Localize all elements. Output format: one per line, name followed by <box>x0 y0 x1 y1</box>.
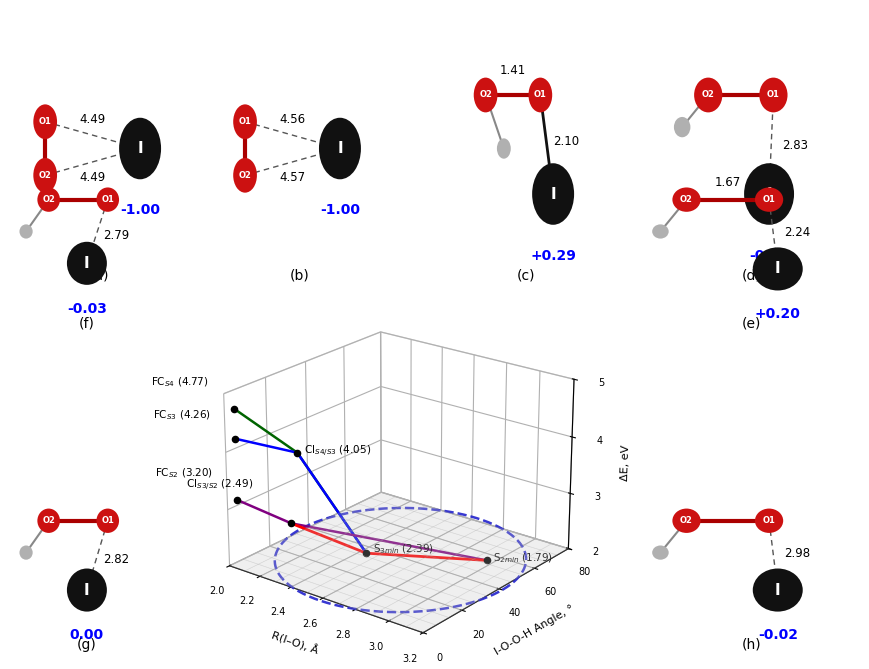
Circle shape <box>694 78 722 112</box>
Text: 1.41: 1.41 <box>500 64 526 78</box>
Text: (h): (h) <box>742 638 761 652</box>
Circle shape <box>755 508 783 533</box>
Text: -0.02: -0.02 <box>758 628 798 642</box>
Text: O1: O1 <box>767 90 779 100</box>
Text: 4.49: 4.49 <box>79 171 106 185</box>
Circle shape <box>760 78 787 112</box>
Text: I: I <box>337 141 342 156</box>
Text: 2.98: 2.98 <box>784 547 810 561</box>
Text: (c): (c) <box>516 268 535 282</box>
Text: (a): (a) <box>90 268 109 282</box>
Text: 0.00: 0.00 <box>70 628 104 642</box>
Text: I: I <box>84 583 90 597</box>
Text: I: I <box>550 187 556 201</box>
Text: 2.79: 2.79 <box>103 229 129 242</box>
Circle shape <box>497 138 511 159</box>
Text: 4.57: 4.57 <box>280 171 306 185</box>
Text: O1: O1 <box>534 90 547 100</box>
Text: O2: O2 <box>239 171 251 180</box>
Circle shape <box>652 545 669 560</box>
Circle shape <box>33 104 57 139</box>
Circle shape <box>755 187 783 212</box>
Text: O2: O2 <box>479 90 492 100</box>
Circle shape <box>233 104 257 139</box>
Text: (b): (b) <box>290 268 309 282</box>
Circle shape <box>67 569 107 611</box>
Text: (e): (e) <box>742 316 761 330</box>
Circle shape <box>37 187 60 212</box>
Circle shape <box>753 569 803 611</box>
Circle shape <box>67 242 107 285</box>
Text: 2.24: 2.24 <box>784 226 811 240</box>
Text: 4.56: 4.56 <box>280 112 306 126</box>
Circle shape <box>96 187 119 212</box>
Text: O1: O1 <box>102 516 114 525</box>
Text: +0.29: +0.29 <box>530 249 576 263</box>
Text: O2: O2 <box>43 195 55 204</box>
Text: -1.00: -1.00 <box>320 203 360 217</box>
Text: +0.20: +0.20 <box>755 307 800 321</box>
Circle shape <box>673 508 700 533</box>
Text: O2: O2 <box>680 195 693 204</box>
Circle shape <box>233 158 257 193</box>
Circle shape <box>532 163 574 225</box>
Circle shape <box>96 508 119 533</box>
Circle shape <box>33 158 57 193</box>
Text: 2.10: 2.10 <box>554 134 580 148</box>
Text: I: I <box>775 583 780 597</box>
Circle shape <box>673 187 700 212</box>
Circle shape <box>652 224 669 239</box>
Y-axis label: I-O-O-H Angle, °: I-O-O-H Angle, ° <box>493 603 575 657</box>
Text: I: I <box>775 262 780 276</box>
Text: I: I <box>84 256 90 271</box>
Circle shape <box>19 224 33 239</box>
Circle shape <box>528 78 552 112</box>
Text: -0.03: -0.03 <box>67 302 107 316</box>
Circle shape <box>119 118 161 179</box>
Text: (g): (g) <box>77 638 96 652</box>
Circle shape <box>744 163 794 225</box>
Text: (d): (d) <box>742 268 761 282</box>
Circle shape <box>319 118 361 179</box>
Text: O1: O1 <box>102 195 114 204</box>
Text: -1.00: -1.00 <box>120 203 160 217</box>
Circle shape <box>474 78 497 112</box>
Text: -0.08: -0.08 <box>749 249 789 263</box>
Text: O2: O2 <box>702 90 714 100</box>
Text: I: I <box>766 187 772 201</box>
Text: O1: O1 <box>763 516 775 525</box>
Circle shape <box>19 545 33 560</box>
Text: 4.49: 4.49 <box>79 112 106 126</box>
Text: O1: O1 <box>39 117 51 126</box>
Text: O1: O1 <box>763 195 775 204</box>
Text: 1.67: 1.67 <box>714 176 741 189</box>
Text: (f): (f) <box>79 316 95 330</box>
Text: 2.82: 2.82 <box>103 553 129 566</box>
Circle shape <box>753 248 803 290</box>
Text: I: I <box>137 141 143 156</box>
Circle shape <box>674 117 691 137</box>
Text: O2: O2 <box>680 516 693 525</box>
Text: O2: O2 <box>43 516 55 525</box>
Text: O1: O1 <box>239 117 251 126</box>
X-axis label: R(I–O), Å: R(I–O), Å <box>269 630 320 657</box>
Text: O2: O2 <box>39 171 51 180</box>
Text: 2.83: 2.83 <box>782 139 808 152</box>
Circle shape <box>37 508 60 533</box>
